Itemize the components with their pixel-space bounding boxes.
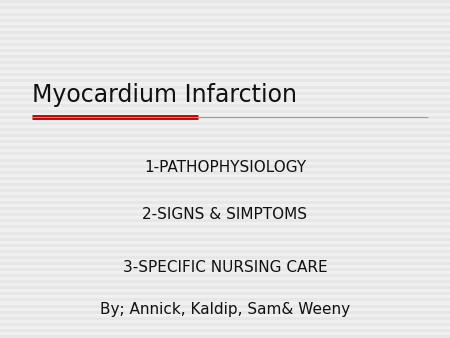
Bar xyxy=(0,189,450,192)
Bar xyxy=(0,323,450,326)
Bar xyxy=(0,134,450,137)
Bar xyxy=(0,183,450,186)
Bar xyxy=(0,195,450,198)
Bar xyxy=(0,37,450,40)
Bar xyxy=(0,256,450,259)
Bar xyxy=(0,49,450,52)
Bar xyxy=(0,268,450,271)
Bar xyxy=(0,177,450,180)
Bar xyxy=(0,201,450,204)
Bar xyxy=(0,165,450,168)
Bar xyxy=(0,213,450,216)
Bar xyxy=(0,219,450,222)
Bar xyxy=(0,19,450,22)
Bar xyxy=(0,128,450,131)
Bar xyxy=(0,232,450,235)
Bar xyxy=(0,280,450,283)
Bar xyxy=(0,140,450,143)
Bar xyxy=(0,225,450,228)
Bar xyxy=(0,6,450,9)
Text: 1-PATHOPHYSIOLOGY: 1-PATHOPHYSIOLOGY xyxy=(144,160,306,175)
Bar xyxy=(0,262,450,265)
Bar xyxy=(0,31,450,34)
Bar xyxy=(0,146,450,149)
Bar xyxy=(0,244,450,247)
Bar xyxy=(0,122,450,125)
Bar xyxy=(0,61,450,64)
Bar xyxy=(0,43,450,46)
Bar xyxy=(0,159,450,162)
Bar xyxy=(0,335,450,338)
Bar xyxy=(0,317,450,320)
Bar xyxy=(0,311,450,314)
Bar xyxy=(0,292,450,295)
Bar xyxy=(0,274,450,277)
Bar xyxy=(0,152,450,155)
Bar xyxy=(0,250,450,253)
Bar xyxy=(0,305,450,308)
Bar xyxy=(0,238,450,241)
Bar xyxy=(0,329,450,332)
Text: By; Annick, Kaldip, Sam& Weeny: By; Annick, Kaldip, Sam& Weeny xyxy=(100,302,350,317)
Bar xyxy=(0,73,450,76)
Bar xyxy=(0,298,450,301)
Bar xyxy=(0,79,450,82)
Bar xyxy=(0,0,450,3)
Bar xyxy=(0,98,450,101)
Text: Myocardium Infarction: Myocardium Infarction xyxy=(32,82,297,107)
Text: 3-SPECIFIC NURSING CARE: 3-SPECIFIC NURSING CARE xyxy=(123,260,327,274)
Bar xyxy=(0,25,450,28)
Bar xyxy=(0,55,450,58)
Bar xyxy=(0,13,450,16)
Text: 2-SIGNS & SIMPTOMS: 2-SIGNS & SIMPTOMS xyxy=(143,207,307,222)
Bar xyxy=(0,92,450,95)
Bar xyxy=(0,207,450,210)
Bar xyxy=(0,110,450,113)
Bar xyxy=(0,86,450,89)
Bar xyxy=(0,171,450,174)
Bar xyxy=(0,104,450,107)
Bar xyxy=(0,116,450,119)
Bar xyxy=(0,286,450,289)
Bar xyxy=(0,67,450,70)
